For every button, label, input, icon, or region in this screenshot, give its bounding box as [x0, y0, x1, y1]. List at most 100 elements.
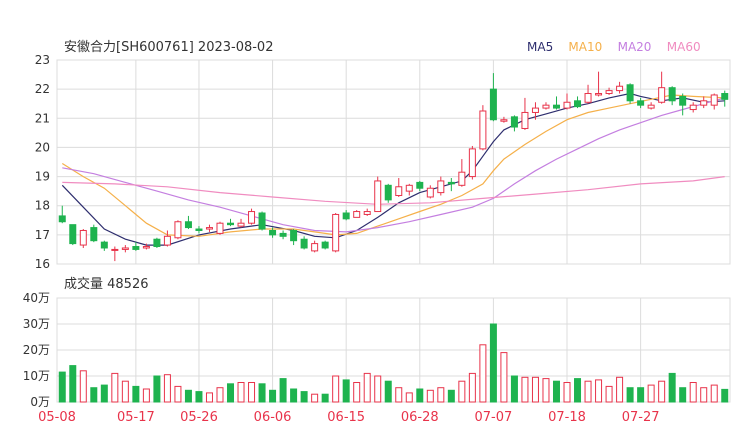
candle	[458, 159, 466, 187]
candle-body	[132, 246, 140, 250]
candle	[689, 102, 697, 113]
candle-body	[248, 211, 256, 224]
price-tick-label: 18	[35, 199, 50, 213]
volume-bar	[668, 372, 676, 403]
candle	[111, 246, 119, 262]
candle	[90, 224, 98, 243]
candle	[605, 87, 613, 95]
date-tick-label: 06-28	[401, 410, 439, 425]
candle	[205, 224, 213, 232]
volume-bar	[384, 380, 392, 403]
candle	[479, 105, 487, 151]
candle-body	[616, 85, 624, 92]
candle-body	[721, 93, 729, 100]
date-tick-label: 05-26	[180, 410, 218, 425]
price-tick-label: 16	[35, 257, 50, 271]
volume-bar	[616, 376, 624, 403]
volume-tick-label: 10万	[23, 369, 50, 383]
candle	[584, 84, 592, 104]
candle	[300, 236, 308, 250]
volume-tick-label: 30万	[23, 317, 50, 331]
candle-body	[510, 116, 518, 128]
volume-bar	[437, 387, 445, 403]
volume-bar	[574, 378, 582, 403]
volume-bar	[563, 382, 571, 403]
candle	[153, 237, 161, 248]
volume-bar	[395, 387, 403, 403]
volume-tick-label: 0万	[30, 395, 50, 409]
candle	[100, 240, 108, 251]
candle-body	[353, 211, 361, 218]
volume-bar	[195, 391, 203, 403]
candle	[531, 102, 539, 120]
candle-body	[300, 238, 308, 249]
candle	[58, 205, 66, 224]
volume-bar	[237, 382, 245, 403]
candle-body	[416, 181, 424, 189]
candle	[195, 226, 203, 234]
candle-body	[500, 119, 508, 122]
volume-bar	[721, 388, 729, 403]
candle	[405, 183, 413, 196]
candle	[163, 230, 171, 247]
candle-body	[521, 111, 529, 129]
candle-body	[489, 88, 497, 121]
volume-bar	[279, 378, 287, 403]
price-tick-label: 21	[35, 111, 50, 125]
candle-body	[216, 222, 224, 234]
candle	[626, 83, 634, 104]
candle	[342, 210, 350, 221]
candle-body	[574, 100, 582, 108]
candle	[69, 224, 77, 246]
candle-body	[279, 232, 287, 237]
candle-body	[121, 247, 129, 250]
volume-bar	[531, 376, 539, 403]
candle	[374, 176, 382, 213]
candle	[468, 145, 476, 180]
candle-body	[195, 228, 203, 231]
price-tick-label: 17	[35, 228, 50, 242]
volume-bar	[163, 374, 171, 403]
volume-axis: 40万 30万 20万 10万 0万	[23, 291, 50, 409]
volume-bar	[111, 372, 119, 403]
volume-bar	[710, 384, 718, 403]
volume-bar	[500, 352, 508, 403]
volume-bar	[321, 393, 329, 403]
candle-body	[447, 181, 455, 185]
candle-body	[384, 184, 392, 201]
candle-body	[163, 235, 171, 246]
candle	[552, 96, 560, 110]
candle-body	[668, 87, 676, 102]
candle-body	[111, 248, 119, 251]
moving-average-lines	[61, 92, 725, 246]
volume-bar	[626, 387, 634, 403]
volume-bar	[153, 375, 161, 403]
legend-item-ma60: MA60	[667, 40, 701, 54]
candle	[279, 230, 287, 240]
candle-body	[405, 184, 413, 192]
candle	[542, 102, 550, 110]
candle-body	[142, 246, 150, 249]
candle-body	[58, 215, 66, 223]
candle-body	[321, 241, 329, 249]
price-tick-label: 23	[35, 53, 50, 67]
volume-bar	[132, 385, 140, 403]
candle-body	[227, 222, 235, 226]
candle-body	[700, 100, 708, 106]
volume-bar	[90, 387, 98, 403]
date-tick-label: 05-17	[117, 410, 155, 425]
volume-bar	[374, 375, 382, 403]
candle-body	[468, 148, 476, 178]
candle	[668, 86, 676, 106]
candle	[184, 215, 192, 230]
candle-body	[153, 238, 161, 248]
date-tick-label: 05-08	[38, 410, 76, 425]
candle	[500, 116, 508, 123]
candle-body	[237, 222, 245, 227]
volume-bar	[552, 380, 560, 403]
volume-tick-label: 20万	[23, 343, 50, 357]
volume-bar	[679, 387, 687, 403]
candle	[521, 97, 529, 130]
ma-line-ma60	[62, 176, 725, 205]
